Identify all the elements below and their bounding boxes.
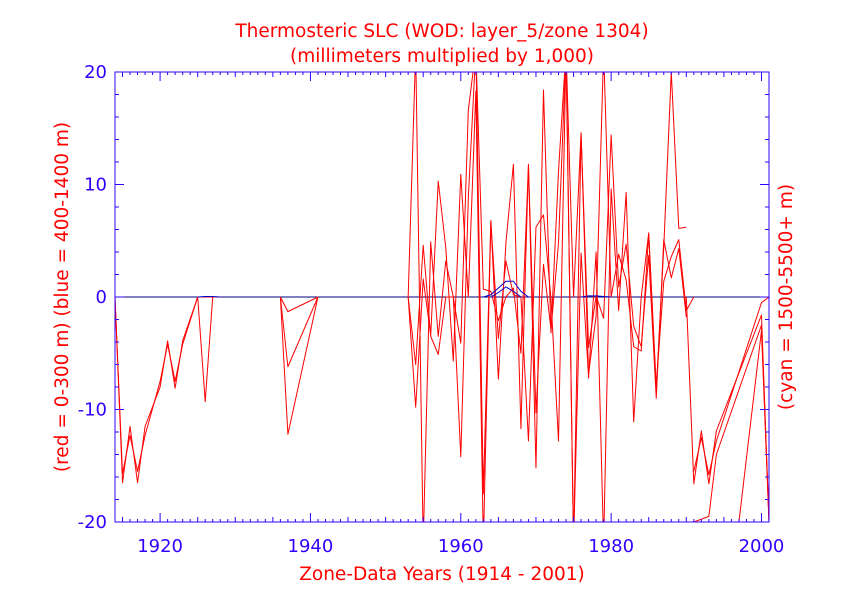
series-line-red-0-300m-e bbox=[279, 296, 319, 313]
series-line-blue-400-1400m-b bbox=[483, 280, 529, 298]
y-tick-label: 10 bbox=[84, 175, 107, 196]
series-line-red-0-300m-g bbox=[407, 72, 687, 522]
y-tick-label: -10 bbox=[78, 400, 107, 421]
x-tick-label: 1940 bbox=[288, 536, 334, 557]
y-axis-label-left: (red = 0-300 m) (blue = 400-1400 m) bbox=[52, 122, 73, 472]
series-line-blue-400-1400m-d bbox=[580, 295, 612, 298]
chart-title: Thermosteric SLC (WOD: layer_5/zone 1304… bbox=[234, 21, 648, 42]
x-axis-label: Zone-Data Years (1914 - 2001) bbox=[299, 564, 585, 585]
series-line-red-0-300m-a bbox=[115, 296, 221, 484]
series-group bbox=[115, 72, 769, 522]
series-line-blue-400-1400m-a bbox=[197, 295, 221, 298]
x-tick-label: 2000 bbox=[739, 536, 785, 557]
series-line-red-0-300m-b bbox=[115, 296, 221, 475]
series-line-red-0-300m-i bbox=[685, 296, 769, 522]
series-line-blue-400-1400m-c bbox=[490, 286, 522, 298]
series-line-red-0-300m-h bbox=[407, 72, 695, 414]
series-line-red-0-300m-j bbox=[693, 296, 769, 476]
series-line-red-0-300m-c bbox=[279, 296, 319, 435]
plot-area: 1920 1940 1960 1980 2000 -20 -10 0 10 20 bbox=[78, 62, 785, 557]
x-tick-label: 1960 bbox=[438, 536, 484, 557]
chart-subtitle: (millimeters multiplied by 1,000) bbox=[290, 46, 594, 67]
series-line-red-0-300m-d bbox=[279, 296, 319, 368]
x-tick-label: 1980 bbox=[588, 536, 634, 557]
y-axis-label-right: (cyan = 1500-5500+ m) bbox=[776, 184, 797, 410]
series-line-red-0-300m-l bbox=[723, 330, 769, 522]
y-tick-label: 20 bbox=[84, 62, 107, 83]
x-tick-label: 1920 bbox=[137, 536, 183, 557]
y-tick-label: -20 bbox=[78, 512, 107, 533]
series-line-red-0-300m-k bbox=[693, 324, 769, 522]
y-tick-label: 0 bbox=[96, 287, 107, 308]
